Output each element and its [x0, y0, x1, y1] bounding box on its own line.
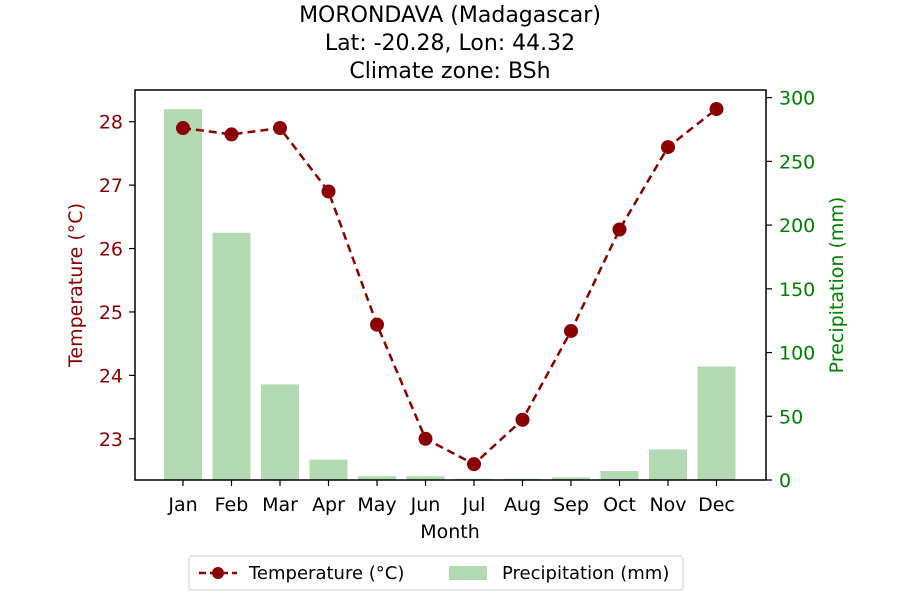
x-tick-label-dec: Dec — [698, 494, 735, 516]
x-tick-label-nov: Nov — [649, 494, 686, 516]
precipitation-bar-may — [358, 476, 396, 480]
temperature-point-oct — [612, 222, 627, 237]
x-tick-label-aug: Aug — [504, 494, 541, 516]
temperature-point-mar — [273, 121, 287, 136]
temperature-point-aug — [515, 412, 530, 427]
plot-frame — [134, 89, 767, 481]
precipitation-bar-feb — [212, 232, 251, 480]
chart-title-line-2: Lat: -20.28, Lon: 44.32 — [325, 31, 575, 56]
precipitation-bar-dec — [697, 366, 736, 480]
left-y-tick-label: 24 — [99, 365, 123, 387]
legend-temperature-swatch-marker — [212, 567, 224, 579]
temperature-line-series — [176, 102, 724, 472]
right-y-tick-label: 100 — [779, 343, 815, 365]
legend-frame — [188, 555, 684, 591]
left-y-tick-label: 28 — [99, 112, 123, 134]
x-tick-label-oct: Oct — [603, 494, 636, 516]
right-y-tick-label: 50 — [779, 406, 803, 428]
right-y-tick-label: 200 — [779, 215, 815, 237]
left-y-tick-label: 26 — [99, 239, 123, 261]
temperature-point-sep — [564, 323, 578, 338]
precipitation-bar-nov — [649, 449, 687, 480]
x-tick-label-may: May — [357, 494, 396, 516]
legend-precipitation-label: Precipitation (mm) — [502, 563, 669, 584]
legend-temperature-label: Temperature (°C) — [248, 563, 404, 584]
temperature-point-jan — [176, 121, 190, 136]
left-y-axis: 23 24 25 26 27 28 — [99, 112, 135, 451]
x-tick-label-mar: Mar — [262, 494, 298, 516]
temperature-point-dec — [709, 102, 724, 117]
precipitation-bar-apr — [309, 459, 348, 480]
x-tick-label-sep: Sep — [553, 494, 589, 516]
left-y-tick-label: 23 — [99, 429, 123, 451]
chart-title-line-1: MORONDAVA (Madagascar) — [299, 3, 601, 28]
temperature-point-nov — [661, 140, 675, 155]
precipitation-bar-sep — [552, 477, 590, 480]
x-tick-label-feb: Feb — [215, 494, 249, 516]
legend: Temperature (°C) Precipitation (mm) — [188, 555, 684, 591]
temperature-point-apr — [321, 184, 336, 199]
temperature-point-jun — [418, 431, 433, 446]
left-y-axis-label: Temperature (°C) — [65, 203, 87, 368]
temperature-point-may — [370, 317, 384, 332]
chart-title-line-3: Climate zone: BSh — [349, 59, 550, 84]
precipitation-bar-jun — [406, 476, 445, 480]
left-y-tick-label: 27 — [99, 175, 123, 197]
temperature-point-jul — [467, 457, 481, 472]
precipitation-bar-oct — [600, 471, 639, 480]
right-y-tick-label: 250 — [779, 151, 815, 173]
right-y-axis-label: Precipitation (mm) — [826, 197, 848, 374]
right-y-tick-label: 300 — [779, 88, 815, 110]
x-tick-label-jul: Jul — [462, 494, 486, 516]
right-y-tick-label: 150 — [779, 279, 815, 301]
x-tick-label-jun: Jun — [410, 494, 441, 516]
left-y-tick-label: 25 — [99, 302, 123, 324]
right-y-axis: 0 50 100 150 200 250 300 — [766, 88, 815, 492]
precipitation-bar-mar — [261, 384, 299, 480]
temperature-line — [182, 108, 718, 466]
legend-precipitation-swatch — [449, 566, 487, 580]
precipitation-bar-jan — [164, 109, 202, 480]
x-tick-label-jan: Jan — [167, 494, 197, 516]
precipitation-bars — [164, 109, 736, 480]
temperature-point-feb — [224, 127, 239, 142]
right-y-tick-label: 0 — [779, 470, 791, 492]
x-tick-label-apr: Apr — [312, 494, 345, 516]
x-axis-label: Month — [420, 521, 480, 543]
x-axis: Jan Feb Mar Apr May Jun Jul Aug Sep Oct Nov Dec — [167, 480, 735, 516]
